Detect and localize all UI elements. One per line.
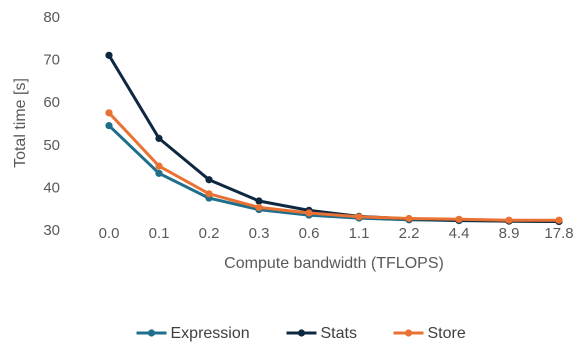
legend-item-stats: Stats — [286, 325, 357, 342]
data-point — [205, 190, 213, 198]
data-point — [155, 162, 163, 170]
data-point — [205, 176, 213, 184]
y-tick-label: 50 — [43, 137, 60, 154]
data-point — [255, 197, 263, 205]
data-point — [505, 216, 513, 224]
series-line — [107, 111, 561, 222]
series-line — [107, 124, 561, 223]
y-tick-label: 40 — [43, 179, 60, 196]
x-axis-ticks: 0.0 0.1 0.2 0.3 0.6 1.1 2.2 4.4 8.9 17.8 — [99, 225, 574, 242]
data-point — [405, 214, 413, 223]
data-point — [255, 203, 263, 212]
x-tick-label: 0.3 — [249, 225, 270, 242]
series-store — [105, 109, 563, 224]
y-axis-ticks: 30 40 50 60 70 80 — [43, 9, 60, 239]
data-point — [455, 215, 463, 223]
y-tick-label: 70 — [43, 52, 60, 69]
x-tick-label: 0.1 — [149, 225, 170, 242]
data-point — [155, 169, 163, 177]
data-point — [555, 216, 563, 224]
data-point — [105, 122, 113, 130]
legend-swatch-marker — [297, 329, 306, 337]
y-tick-label: 30 — [43, 222, 60, 239]
x-tick-label: 0.0 — [99, 225, 120, 242]
legend-swatch-marker — [404, 329, 413, 337]
y-axis-title: Total time [s] — [12, 78, 29, 168]
x-tick-label: 2.2 — [399, 225, 420, 242]
x-axis-title: Compute bandwidth (TFLOPS) — [224, 255, 444, 272]
series-layer — [105, 51, 563, 226]
series-line — [107, 53, 561, 223]
data-point — [105, 109, 113, 117]
data-point — [155, 134, 163, 143]
y-tick-label: 80 — [43, 9, 60, 26]
data-point — [305, 209, 313, 217]
y-tick-label: 60 — [43, 94, 60, 111]
x-tick-label: 0.6 — [299, 225, 320, 242]
legend-label: Stats — [321, 325, 357, 342]
legend-swatch-marker — [147, 329, 156, 337]
x-tick-label: 0.2 — [199, 225, 220, 242]
x-tick-label: 1.1 — [349, 225, 370, 242]
x-tick-label: 17.8 — [544, 225, 573, 242]
legend-label: Store — [428, 325, 466, 342]
x-tick-label: 4.4 — [449, 225, 470, 242]
legend: Expression Stats Store — [136, 325, 466, 342]
x-tick-label: 8.9 — [499, 225, 520, 242]
series-stats — [105, 51, 563, 226]
legend-label: Expression — [171, 325, 250, 342]
data-point — [105, 51, 113, 59]
legend-item-expression: Expression — [136, 325, 250, 342]
data-point — [355, 213, 363, 221]
legend-item-store: Store — [393, 325, 466, 342]
